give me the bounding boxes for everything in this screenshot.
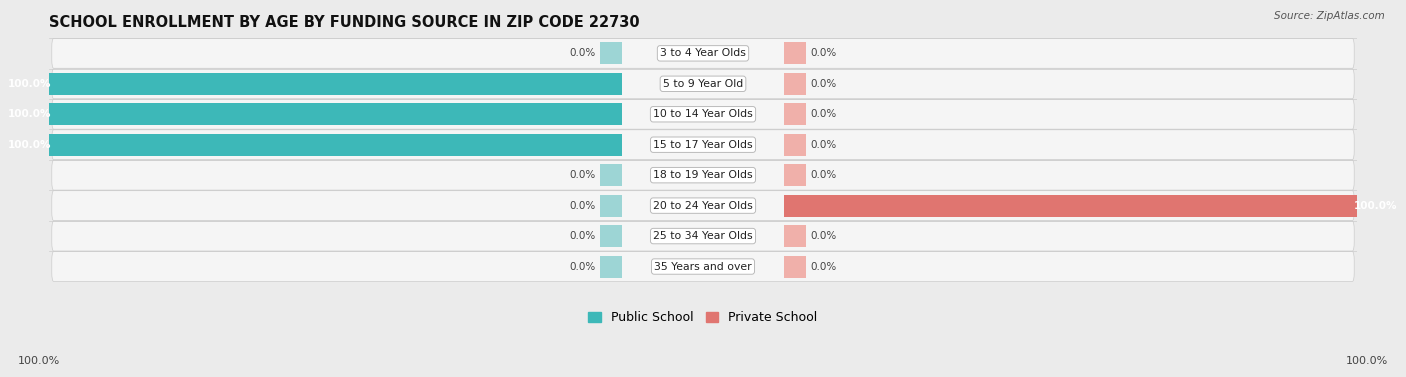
Bar <box>600 256 621 277</box>
Bar <box>785 103 806 125</box>
Bar <box>785 42 806 64</box>
Legend: Public School, Private School: Public School, Private School <box>583 306 823 329</box>
Text: 0.0%: 0.0% <box>811 170 837 180</box>
Bar <box>785 164 806 186</box>
Text: 0.0%: 0.0% <box>811 109 837 119</box>
Bar <box>600 225 621 247</box>
Bar <box>600 42 621 64</box>
Text: 100.0%: 100.0% <box>1346 356 1388 366</box>
Text: 18 to 19 Year Olds: 18 to 19 Year Olds <box>654 170 752 180</box>
Bar <box>785 134 806 156</box>
Bar <box>785 195 1406 217</box>
FancyBboxPatch shape <box>52 69 1354 99</box>
Bar <box>0 134 621 156</box>
Bar <box>600 195 621 217</box>
Text: 100.0%: 100.0% <box>1354 201 1398 211</box>
FancyBboxPatch shape <box>52 221 1354 251</box>
FancyBboxPatch shape <box>52 251 1354 282</box>
Text: 3 to 4 Year Olds: 3 to 4 Year Olds <box>659 48 747 58</box>
Text: 0.0%: 0.0% <box>811 140 837 150</box>
Bar <box>0 103 621 125</box>
Text: 15 to 17 Year Olds: 15 to 17 Year Olds <box>654 140 752 150</box>
Text: 0.0%: 0.0% <box>811 48 837 58</box>
Text: 0.0%: 0.0% <box>569 170 595 180</box>
Text: 0.0%: 0.0% <box>811 79 837 89</box>
Text: Source: ZipAtlas.com: Source: ZipAtlas.com <box>1274 11 1385 21</box>
FancyBboxPatch shape <box>52 191 1354 221</box>
Bar <box>785 73 806 95</box>
FancyBboxPatch shape <box>52 130 1354 159</box>
FancyBboxPatch shape <box>52 160 1354 190</box>
Text: 0.0%: 0.0% <box>569 231 595 241</box>
Text: 20 to 24 Year Olds: 20 to 24 Year Olds <box>654 201 752 211</box>
Text: 100.0%: 100.0% <box>8 109 52 119</box>
Bar <box>785 225 806 247</box>
Bar <box>600 164 621 186</box>
Bar <box>0 73 621 95</box>
Text: 0.0%: 0.0% <box>569 262 595 271</box>
Text: 10 to 14 Year Olds: 10 to 14 Year Olds <box>654 109 752 119</box>
FancyBboxPatch shape <box>52 38 1354 68</box>
FancyBboxPatch shape <box>52 99 1354 129</box>
Text: 100.0%: 100.0% <box>8 79 52 89</box>
Text: 100.0%: 100.0% <box>8 140 52 150</box>
Text: 35 Years and over: 35 Years and over <box>654 262 752 271</box>
Text: 5 to 9 Year Old: 5 to 9 Year Old <box>662 79 744 89</box>
Text: 100.0%: 100.0% <box>18 356 60 366</box>
Text: 25 to 34 Year Olds: 25 to 34 Year Olds <box>654 231 752 241</box>
Text: 0.0%: 0.0% <box>811 231 837 241</box>
Text: 0.0%: 0.0% <box>811 262 837 271</box>
Bar <box>785 256 806 277</box>
Text: SCHOOL ENROLLMENT BY AGE BY FUNDING SOURCE IN ZIP CODE 22730: SCHOOL ENROLLMENT BY AGE BY FUNDING SOUR… <box>49 15 640 30</box>
Text: 0.0%: 0.0% <box>569 48 595 58</box>
Text: 0.0%: 0.0% <box>569 201 595 211</box>
